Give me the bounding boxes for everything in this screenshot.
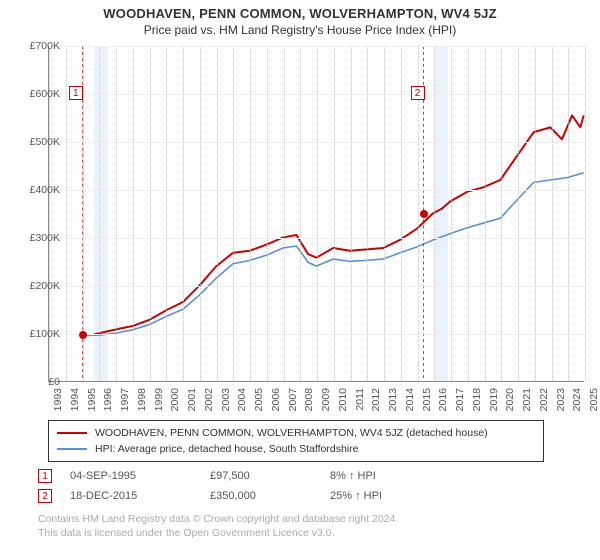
x-axis-tick-label: 1997 (119, 388, 131, 418)
chart-title: WOODHAVEN, PENN COMMON, WOLVERHAMPTON, W… (0, 0, 600, 21)
legend-item-price-paid: WOODHAVEN, PENN COMMON, WOLVERHAMPTON, W… (57, 425, 535, 441)
y-axis-tick-label: £500K (16, 136, 60, 148)
x-axis-tick-label: 2010 (337, 388, 349, 418)
transaction-price: £350,000 (210, 490, 330, 502)
marker-box: 1 (69, 86, 83, 100)
x-axis-tick-label: 2005 (253, 388, 265, 418)
x-axis-tick-label: 2019 (488, 388, 500, 418)
x-axis-tick-label: 2021 (521, 388, 533, 418)
x-axis-tick-label: 2017 (454, 388, 466, 418)
x-axis-tick-label: 2015 (421, 388, 433, 418)
transaction-price: £97,500 (210, 470, 330, 482)
x-axis-tick-label: 2001 (186, 388, 198, 418)
marker-dot (79, 331, 87, 339)
x-axis-tick-label: 1994 (69, 388, 81, 418)
transaction-table: 1 04-SEP-1995 £97,500 8% ↑ HPI 2 18-DEC-… (38, 466, 382, 506)
x-axis-tick-label: 2022 (538, 388, 550, 418)
transaction-row: 1 04-SEP-1995 £97,500 8% ↑ HPI (38, 466, 382, 486)
legend-swatch-hpi (57, 448, 87, 450)
y-axis-tick-label: £700K (16, 40, 60, 52)
x-axis-tick-label: 2016 (437, 388, 449, 418)
x-axis-tick-label: 2007 (287, 388, 299, 418)
transaction-date: 18-DEC-2015 (70, 490, 210, 502)
transaction-marker-icon: 2 (38, 489, 52, 503)
legend-box: WOODHAVEN, PENN COMMON, WOLVERHAMPTON, W… (48, 420, 544, 462)
x-axis-tick-label: 2009 (320, 388, 332, 418)
series-line-price_paid (94, 115, 584, 334)
x-axis-tick-label: 2011 (354, 388, 366, 418)
chart-subtitle: Price paid vs. HM Land Registry's House … (0, 21, 600, 41)
footer-line2: This data is licensed under the Open Gov… (38, 526, 398, 540)
transaction-diff: 8% ↑ HPI (330, 470, 376, 482)
legend-label-hpi: HPI: Average price, detached house, Sout… (95, 443, 358, 455)
footer-attribution: Contains HM Land Registry data © Crown c… (38, 512, 398, 540)
marker-box: 2 (411, 86, 425, 100)
transaction-row: 2 18-DEC-2015 £350,000 25% ↑ HPI (38, 486, 382, 506)
transaction-marker-icon: 1 (38, 469, 52, 483)
footer-line1: Contains HM Land Registry data © Crown c… (38, 512, 398, 526)
y-axis-tick-label: £400K (16, 184, 60, 196)
x-axis-tick-label: 2000 (169, 388, 181, 418)
y-axis-tick-label: £200K (16, 280, 60, 292)
y-axis-tick-label: £0 (16, 376, 60, 388)
x-axis-tick-label: 1998 (136, 388, 148, 418)
x-axis-tick-label: 2002 (203, 388, 215, 418)
legend-item-hpi: HPI: Average price, detached house, Sout… (57, 441, 535, 457)
x-axis-tick-label: 2004 (236, 388, 248, 418)
x-axis-tick-label: 1995 (86, 388, 98, 418)
x-axis-tick-label: 2018 (471, 388, 483, 418)
plot-area: 12 (48, 46, 584, 382)
chart-container: WOODHAVEN, PENN COMMON, WOLVERHAMPTON, W… (0, 0, 600, 560)
x-axis-tick-label: 2008 (303, 388, 315, 418)
x-axis-tick-label: 2024 (571, 388, 583, 418)
transaction-date: 04-SEP-1995 (70, 470, 210, 482)
legend-swatch-price-paid (57, 432, 87, 434)
x-axis-tick-label: 1993 (52, 388, 64, 418)
x-axis-tick-label: 2025 (588, 388, 600, 418)
legend-label-price-paid: WOODHAVEN, PENN COMMON, WOLVERHAMPTON, W… (95, 427, 488, 439)
x-axis-tick-label: 2023 (555, 388, 567, 418)
x-axis-tick-label: 2006 (270, 388, 282, 418)
x-axis-tick-label: 1999 (153, 388, 165, 418)
x-axis-tick-label: 2012 (370, 388, 382, 418)
y-axis-tick-label: £600K (16, 88, 60, 100)
x-axis-tick-label: 2020 (504, 388, 516, 418)
marker-dot (420, 210, 428, 218)
y-axis-tick-label: £300K (16, 232, 60, 244)
x-axis-tick-label: 2014 (404, 388, 416, 418)
x-axis-tick-label: 2003 (220, 388, 232, 418)
x-axis-tick-label: 1996 (102, 388, 114, 418)
y-axis-tick-label: £100K (16, 328, 60, 340)
x-axis-tick-label: 2013 (387, 388, 399, 418)
transaction-diff: 25% ↑ HPI (330, 490, 382, 502)
